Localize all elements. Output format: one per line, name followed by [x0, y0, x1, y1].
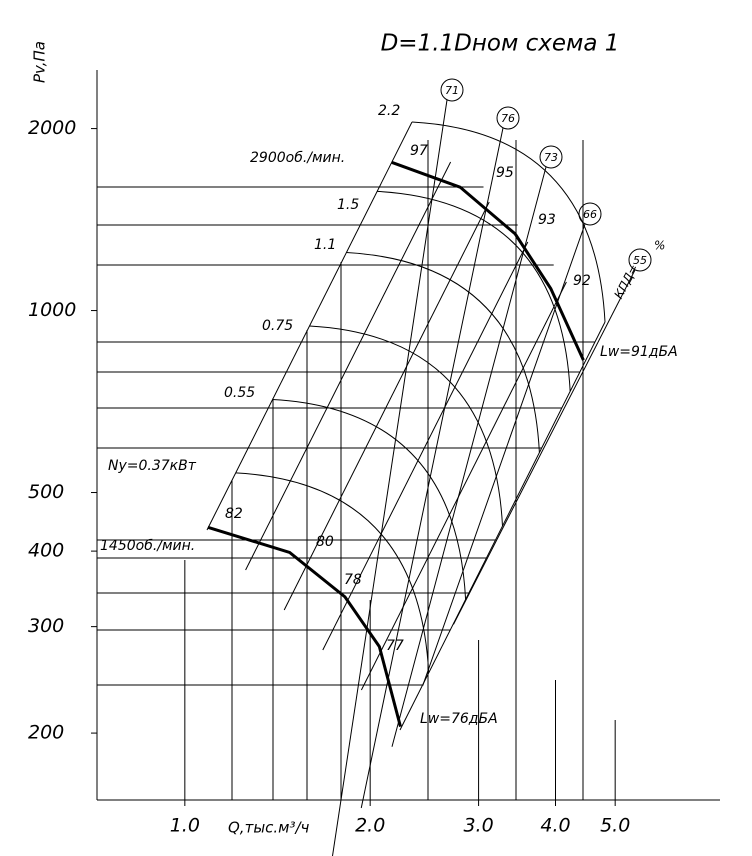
efficiency-label: 55	[633, 254, 647, 267]
y-tick-label: 500	[28, 481, 64, 503]
efficiency-line	[331, 99, 448, 856]
nomogram-diagonal	[245, 161, 452, 571]
noise-label: 80	[316, 534, 334, 550]
power-arc	[411, 121, 606, 323]
efficiency-line	[422, 223, 586, 686]
noise-label: 78	[344, 572, 362, 588]
nomogram-diagonal	[322, 241, 529, 651]
power-arc	[235, 472, 430, 673]
nomogram-diagonal	[360, 281, 567, 691]
nomogram-diagonal	[283, 201, 490, 611]
power-label: 2.2	[378, 103, 400, 119]
noise-label: 97	[410, 143, 428, 159]
efficiency-line	[391, 166, 547, 747]
legend-label: 1450об./мин.	[100, 538, 195, 554]
x-tick-label: 1.0	[170, 815, 200, 837]
noise-label: 92	[573, 273, 591, 289]
efficiency-line	[453, 269, 636, 625]
y-axis-label: Pv,Па	[31, 41, 49, 83]
efficiency-circle	[578, 202, 602, 226]
power-arc	[309, 325, 503, 527]
legend-label: 2900об./мин.	[250, 150, 345, 166]
y-tick-label: 1000	[28, 299, 76, 321]
noise-label: 93	[538, 212, 556, 228]
efficiency-caption: КПД=	[611, 262, 641, 301]
efficiency-line	[360, 127, 504, 809]
efficiency-label: 76	[501, 112, 515, 125]
x-tick-label: 2.0	[355, 815, 385, 837]
x-tick-label: 4.0	[540, 815, 570, 837]
efficiency-label: 73	[544, 151, 558, 164]
noise-label: Lw=76дБА	[420, 711, 498, 727]
efficiency-circle	[496, 106, 520, 130]
power-label: 0.55	[224, 385, 255, 401]
rpm-curve	[207, 525, 402, 727]
noise-label: 95	[496, 165, 514, 181]
x-axis-label: Q,тыс.м³/ч	[228, 819, 310, 837]
y-tick-label: 200	[28, 722, 64, 744]
efficiency-label: 66	[583, 208, 597, 221]
efficiency-circle	[628, 248, 652, 272]
rpm-curve	[391, 161, 585, 361]
power-label: 1.5	[337, 197, 359, 213]
y-tick-label: 300	[28, 615, 64, 637]
efficiency-unit: %	[654, 239, 665, 253]
power-label: 0.75	[262, 318, 293, 334]
x-tick-label: 3.0	[463, 815, 493, 837]
x-tick-label: 5.0	[600, 815, 630, 837]
power-arc	[346, 252, 540, 453]
power-arc	[377, 190, 571, 392]
noise-label: 77	[386, 638, 404, 654]
noise-label: Lw=91дБА	[600, 344, 678, 360]
power-arc	[272, 398, 467, 600]
chart-title: D=1.1Dном схема 1	[381, 31, 620, 57]
power-label: 1.1	[314, 237, 336, 253]
efficiency-circle	[440, 78, 464, 102]
efficiency-label: 71	[445, 84, 459, 97]
power-label: Ny=0.37кВт	[108, 458, 197, 474]
y-tick-label: 400	[28, 540, 64, 562]
efficiency-circle	[539, 145, 563, 169]
y-tick-label: 2000	[28, 117, 76, 139]
noise-label: 82	[225, 506, 243, 522]
